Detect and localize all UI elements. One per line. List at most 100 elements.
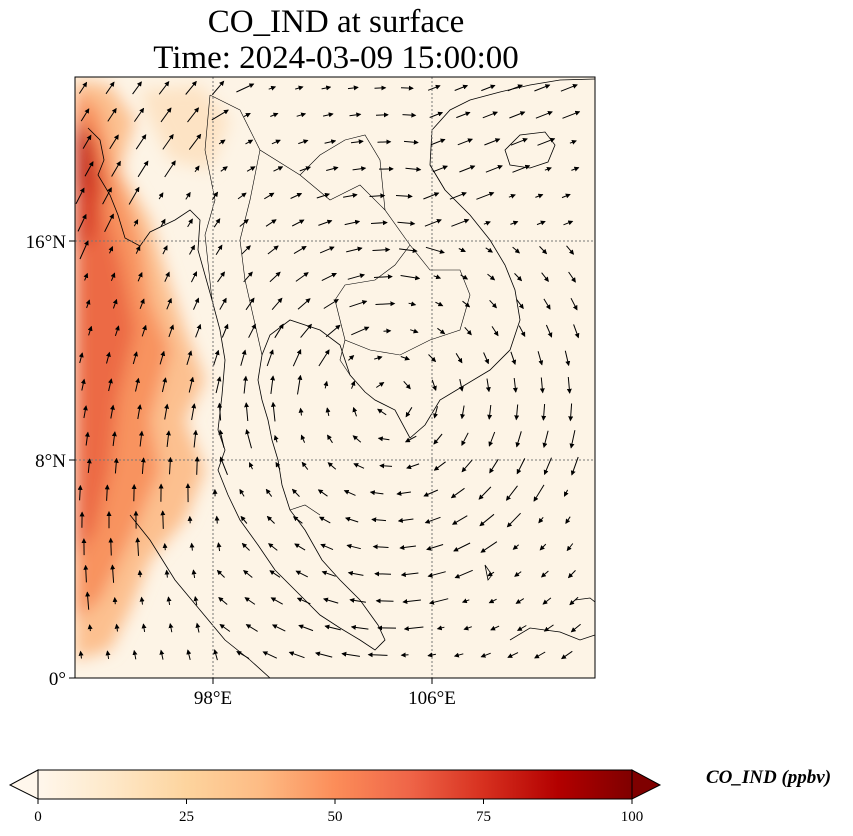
wind-arrow [236, 83, 255, 93]
wind-arrow [218, 596, 228, 605]
wind-arrow [237, 192, 247, 200]
wind-arrow [428, 354, 437, 363]
wind-arrow [514, 273, 523, 282]
wind-arrow [82, 134, 92, 149]
wind-arrow [343, 489, 356, 496]
wind-arrow [249, 462, 254, 470]
wind-arrow [433, 406, 438, 419]
wind-arrow [456, 111, 471, 119]
wind-arrow [376, 382, 385, 388]
wind-arrow [245, 297, 255, 311]
wind-arrow [165, 430, 171, 447]
wind-arrow [164, 403, 170, 420]
wind-arrow [482, 111, 498, 119]
wind-arrow [491, 326, 499, 337]
wind-arrow [541, 403, 547, 421]
map-title-variable: CO_IND at surface [207, 4, 465, 40]
wind-arrow [102, 187, 112, 205]
wind-arrow [395, 193, 413, 199]
wind-arrow [369, 490, 384, 496]
wind-arrow [478, 486, 492, 500]
wind-arrow [140, 457, 146, 474]
wind-arrow [160, 107, 172, 123]
wind-arrow [87, 624, 93, 632]
wind-arrow [321, 272, 337, 282]
wind-arrow [133, 107, 145, 122]
wind-arrow [75, 187, 85, 205]
wind-arrow [298, 624, 314, 632]
wind-arrow [534, 84, 551, 92]
wind-arrow [217, 271, 225, 283]
wind-arrow [299, 166, 311, 172]
wind-arrow [423, 489, 439, 497]
wind-arrow [268, 543, 278, 551]
wind-arrow [562, 110, 581, 119]
colorbar-tick-50: 50 [328, 809, 343, 825]
wind-arrow [346, 246, 363, 253]
wind-arrow [80, 108, 90, 122]
wind-arrow [191, 403, 197, 421]
wind-arrow [113, 457, 119, 474]
wind-arrow [462, 300, 471, 308]
wind-arrow [107, 107, 117, 122]
wind-arrow [347, 85, 359, 91]
wind-arrow [158, 81, 170, 95]
wind-arrow [320, 543, 334, 551]
wind-arrow [80, 378, 86, 391]
wind-arrow [190, 271, 198, 283]
wind-arrow [240, 349, 247, 366]
colorbar-tick-75: 75 [476, 809, 491, 825]
wind-arrow [83, 564, 89, 583]
wind-arrow [293, 245, 307, 255]
wind-arrow [570, 456, 579, 476]
wind-arrow [426, 544, 444, 551]
wind-arrow [271, 139, 281, 145]
wind-arrow [425, 246, 445, 254]
wind-arrow [319, 246, 335, 254]
wind-arrow [427, 571, 446, 578]
map-title-time: Time: 2024-03-09 15:00:00 [153, 40, 519, 76]
wind-arrow [110, 564, 116, 583]
wind-arrow [161, 377, 168, 393]
wind-arrow [294, 543, 306, 551]
wind-arrow [399, 544, 416, 550]
wind-arrow [137, 271, 143, 282]
wind-arrow [567, 570, 576, 579]
wind-arrow [453, 652, 464, 658]
wind-arrow [214, 515, 220, 524]
wind-arrow [350, 624, 369, 630]
wind-arrow [188, 376, 195, 393]
wind-arrow [269, 271, 281, 283]
wind-arrow [164, 160, 176, 178]
wind-arrow [433, 461, 446, 471]
wind-arrow [399, 248, 418, 254]
wind-arrow [104, 213, 114, 233]
wind-arrow [323, 299, 339, 309]
wind-arrow [372, 247, 391, 253]
wind-arrow [295, 85, 304, 91]
wind-arrow [270, 375, 276, 394]
wind-arrow [405, 407, 413, 418]
wind-arrow [348, 355, 355, 361]
wind-arrow [318, 219, 333, 226]
wind-arrow [159, 350, 166, 365]
wind-arrow [351, 326, 370, 336]
wind-arrow [218, 139, 226, 145]
wind-arrow [137, 404, 142, 420]
wind-arrow [512, 246, 521, 254]
wind-arrow [243, 112, 251, 118]
wind-arrow [216, 542, 222, 552]
wind-arrow [403, 380, 411, 390]
wind-arrow [194, 456, 200, 475]
wind-arrow [159, 649, 165, 660]
wind-arrow [427, 652, 436, 658]
wind-arrow [246, 166, 256, 172]
wind-arrow [543, 298, 551, 310]
wind-arrow [460, 274, 469, 280]
wind-arrow [167, 456, 173, 475]
wind-arrow [162, 245, 168, 255]
wind-arrow [108, 245, 114, 254]
wind-arrow [219, 456, 228, 475]
wind-arrow [451, 218, 470, 227]
wind-arrow [245, 139, 254, 145]
